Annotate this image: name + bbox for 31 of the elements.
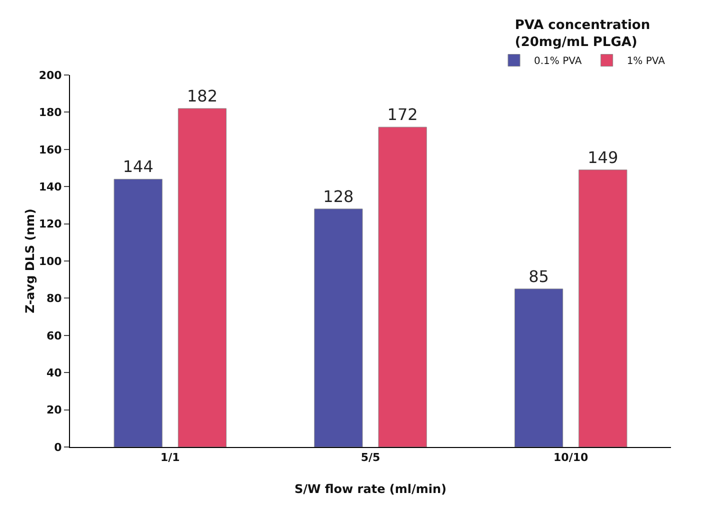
- x-tick-label: 10/10: [554, 451, 588, 464]
- bar: [578, 170, 628, 447]
- y-tick-label: 80: [46, 292, 62, 306]
- bar: [178, 108, 227, 447]
- data-label: 85: [528, 266, 549, 286]
- data-label: 172: [387, 105, 418, 124]
- y-tick-label: 180: [38, 106, 62, 120]
- y-tick-label: 0: [54, 440, 62, 454]
- legend-label: 1% PVA: [626, 56, 666, 68]
- legend-label: 0.1% PVA: [534, 56, 582, 68]
- x-tick-label: 5/5: [360, 451, 380, 464]
- bar: [314, 208, 363, 447]
- bar: [378, 126, 427, 447]
- x-tick-label: 1/1: [160, 451, 180, 464]
- data-label: 182: [186, 86, 218, 106]
- y-tick-label: 120: [38, 218, 62, 231]
- bar: [114, 178, 162, 447]
- y-tick-label: 100: [38, 254, 62, 268]
- x-axis-title: S/W flow rate (ml/min): [294, 482, 447, 496]
- bar: [514, 288, 564, 447]
- y-axis-title: Z-avg DLS (nm): [22, 208, 37, 314]
- data-label: 149: [588, 148, 618, 167]
- data-label: 128: [323, 186, 354, 206]
- y-tick-label: 200: [38, 68, 62, 82]
- legend-title: PVA concentration (20mg/mL PLGA): [514, 18, 650, 50]
- y-tick-label: 20: [46, 404, 62, 417]
- data-label: 144: [122, 157, 154, 176]
- y-tick-label: 160: [38, 143, 62, 156]
- y-tick-label: 40: [46, 366, 62, 380]
- y-tick-label: 60: [46, 329, 62, 342]
- y-tick-label: 140: [38, 180, 62, 194]
